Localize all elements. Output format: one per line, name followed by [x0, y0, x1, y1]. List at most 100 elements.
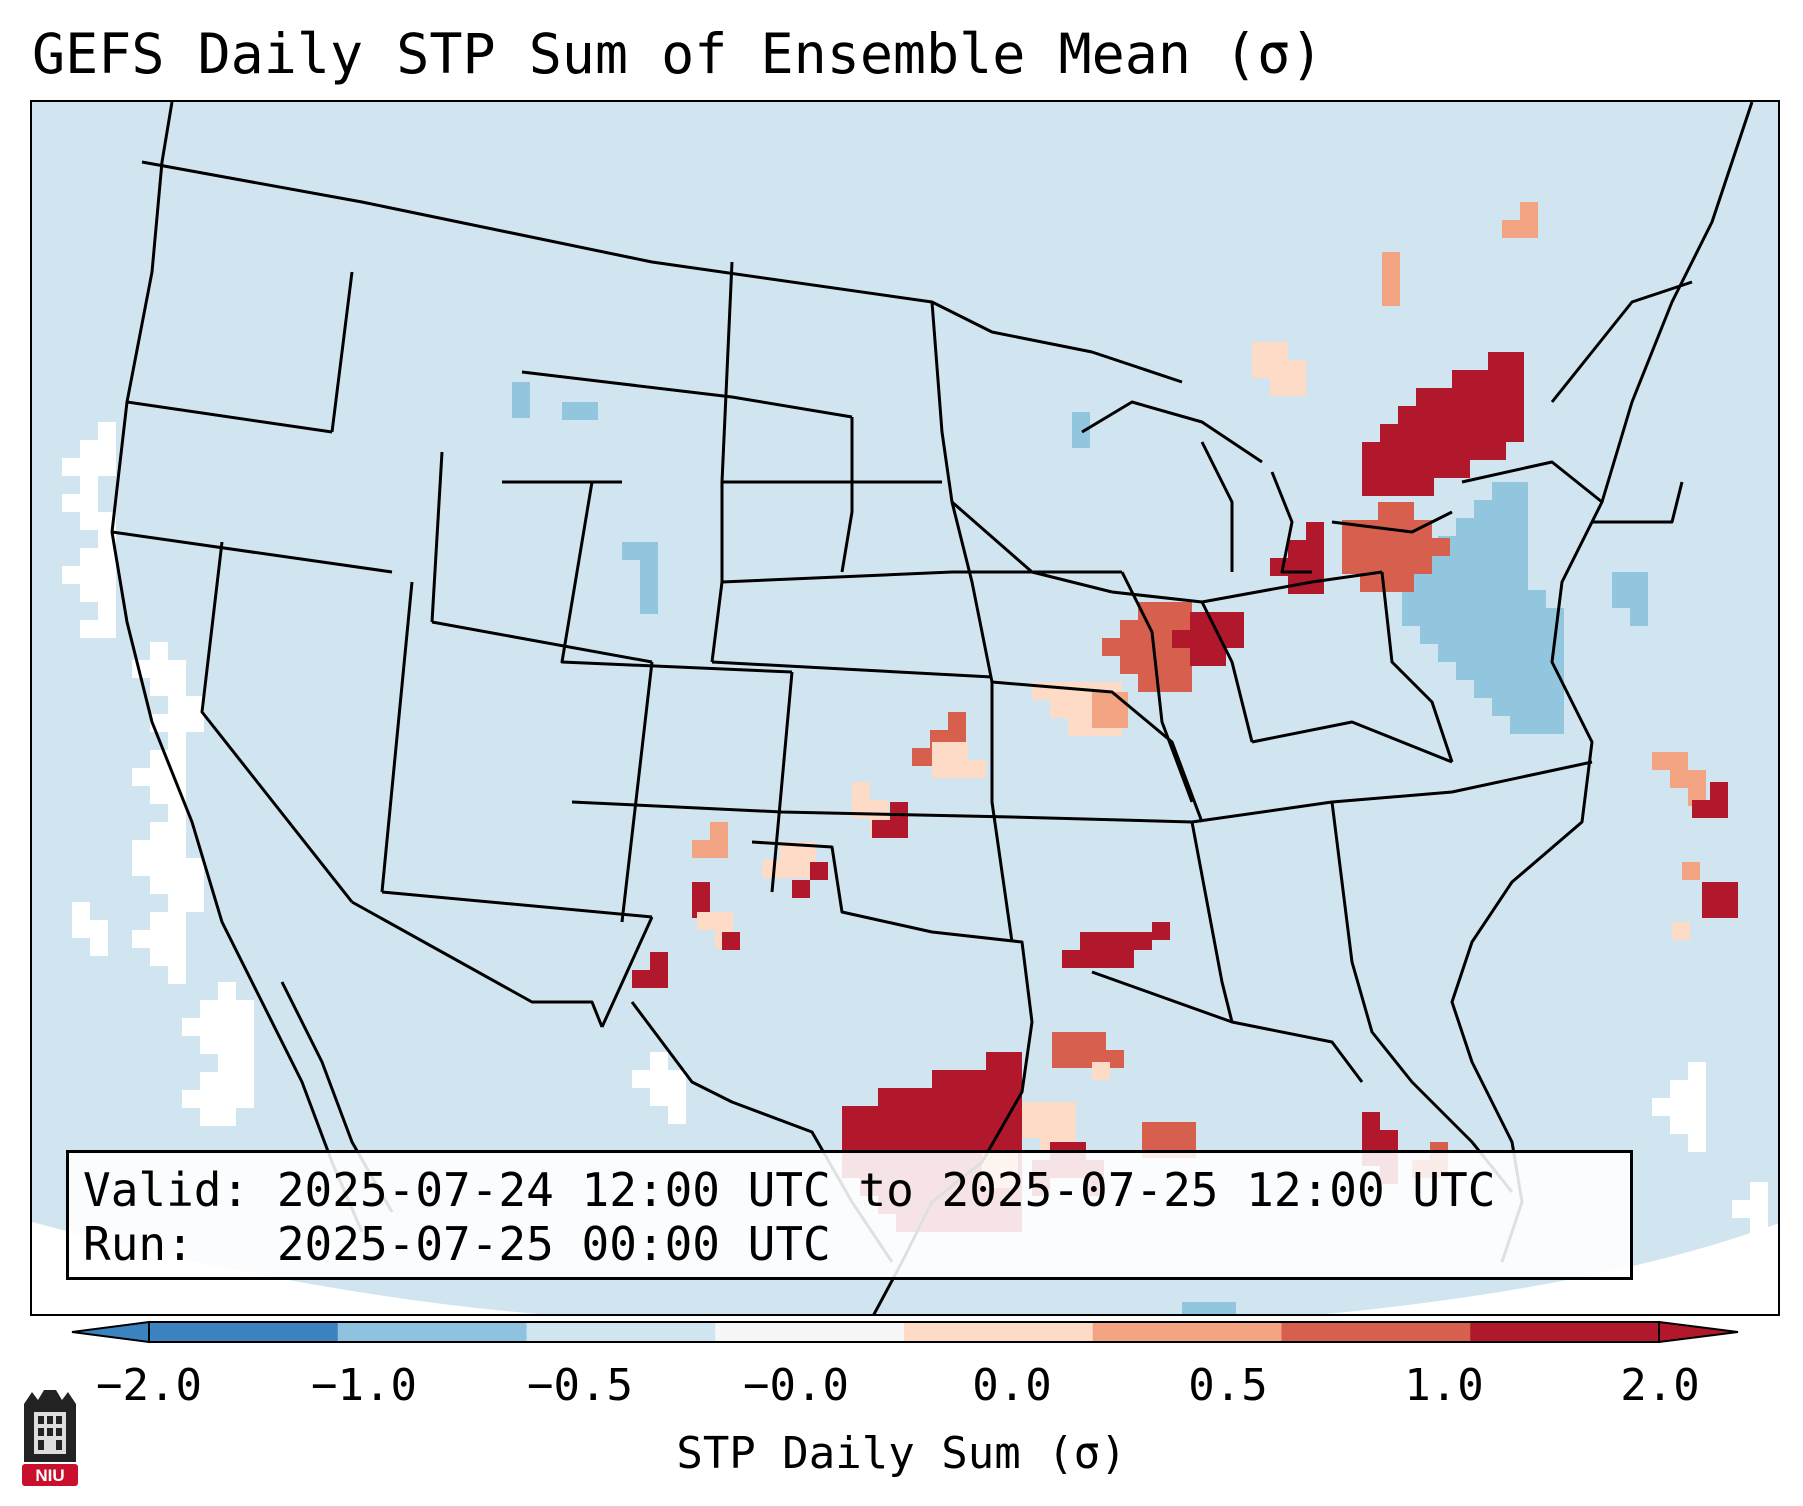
stp-cell	[932, 1088, 950, 1106]
stp-cell	[948, 712, 966, 730]
stp-cell	[1116, 950, 1134, 968]
stp-cell	[1040, 1120, 1058, 1138]
colorbar-tick-label: −0.0	[743, 1360, 849, 1411]
stp-cell	[878, 1088, 896, 1106]
stp-cell	[150, 930, 168, 948]
stp-cell	[236, 1072, 254, 1090]
stp-cell	[896, 1106, 914, 1124]
stp-cell	[1270, 360, 1288, 378]
stp-cell	[580, 402, 598, 420]
stp-cell	[1416, 388, 1434, 406]
colorbar-segment	[1092, 1322, 1282, 1342]
colorbar-tick-label: 0.0	[972, 1360, 1052, 1411]
stp-cell	[1502, 220, 1520, 238]
stp-cell	[632, 970, 650, 988]
stp-cell	[1174, 602, 1192, 620]
stp-cell	[1252, 342, 1270, 360]
stp-cell	[1438, 626, 1456, 644]
stp-cell	[150, 840, 168, 858]
stp-cell	[1452, 406, 1470, 424]
stp-cell	[650, 1070, 668, 1088]
stp-cell	[1420, 590, 1438, 608]
stp-cell	[1092, 1062, 1110, 1080]
stp-cell	[1360, 538, 1378, 556]
stp-cell	[1510, 572, 1528, 590]
stp-cell	[132, 840, 150, 858]
stp-cell	[98, 440, 116, 458]
stp-cell	[1682, 862, 1700, 880]
stp-cell	[1382, 288, 1400, 306]
stp-cell	[1116, 932, 1134, 950]
stp-cell	[932, 1124, 950, 1142]
stp-cell	[236, 1090, 254, 1108]
stp-cell	[1546, 644, 1564, 662]
stp-cell	[1612, 590, 1630, 608]
stp-cell	[1378, 502, 1396, 520]
stp-cell	[1506, 352, 1524, 370]
stp-cell	[1688, 1062, 1706, 1080]
stp-cell	[1720, 882, 1738, 900]
stp-cell	[1488, 370, 1506, 388]
border-line	[1111, 590, 1254, 743]
stp-cell	[1672, 922, 1690, 940]
stp-cell	[896, 1124, 914, 1142]
stp-cell	[1492, 500, 1510, 518]
stp-cell	[1072, 430, 1090, 448]
stp-cell	[150, 822, 168, 840]
stp-cell	[1120, 656, 1138, 674]
stp-cell	[1688, 1116, 1706, 1134]
stp-cell	[1630, 590, 1648, 608]
stp-cell	[1182, 1302, 1200, 1314]
stp-cell	[1492, 698, 1510, 716]
stp-cell	[1488, 442, 1506, 460]
stp-cell	[1474, 554, 1492, 572]
chart-title: GEFS Daily STP Sum of Ensemble Mean (σ)	[32, 22, 1324, 86]
stp-cell	[1022, 1120, 1040, 1138]
stp-cell	[1546, 716, 1564, 734]
stp-cell	[1252, 360, 1270, 378]
stp-cell	[150, 876, 168, 894]
border-line	[1191, 760, 1593, 824]
stp-cell	[1068, 700, 1086, 718]
stp-cell	[1226, 630, 1244, 648]
stp-cell	[1528, 662, 1546, 680]
stp-cell	[1380, 442, 1398, 460]
stp-cell	[1218, 1302, 1236, 1314]
stp-cell	[1492, 644, 1510, 662]
stp-cell	[622, 542, 640, 560]
stp-cell	[1398, 406, 1416, 424]
border-line	[930, 301, 1014, 943]
colorbar	[71, 1320, 1739, 1344]
stp-cell	[986, 1052, 1004, 1070]
stp-cell	[697, 912, 715, 930]
stp-cell	[1380, 460, 1398, 478]
stp-cell	[1190, 648, 1208, 666]
colorbar-tick-label: 2.0	[1620, 1360, 1700, 1411]
stp-cell	[1070, 1032, 1088, 1050]
colorbar-label: STP Daily Sum (σ)	[676, 1428, 1127, 1479]
stp-cell	[860, 1106, 878, 1124]
stp-cell	[98, 548, 116, 566]
stp-cell	[692, 882, 710, 900]
stp-cell	[1382, 252, 1400, 270]
border-line	[111, 530, 393, 574]
stp-cell	[1688, 1134, 1706, 1152]
stp-cell	[1378, 538, 1396, 556]
stp-cell	[1402, 608, 1420, 626]
stp-cell	[1172, 630, 1190, 648]
colorbar-tick-label: 1.0	[1404, 1360, 1484, 1411]
stp-cell	[1434, 460, 1452, 478]
stp-cell	[1040, 1102, 1058, 1120]
stp-cell	[236, 1036, 254, 1054]
stp-cell	[1380, 424, 1398, 442]
stp-cell	[1380, 1130, 1398, 1148]
stp-cell	[1456, 608, 1474, 626]
border-line	[1461, 460, 1603, 504]
stp-cell	[1630, 572, 1648, 590]
stp-cell	[80, 458, 98, 476]
border-line	[521, 370, 853, 419]
stp-cell	[1528, 590, 1546, 608]
stp-cell	[200, 1072, 218, 1090]
stp-cell	[1050, 682, 1068, 700]
stp-cell	[1510, 662, 1528, 680]
